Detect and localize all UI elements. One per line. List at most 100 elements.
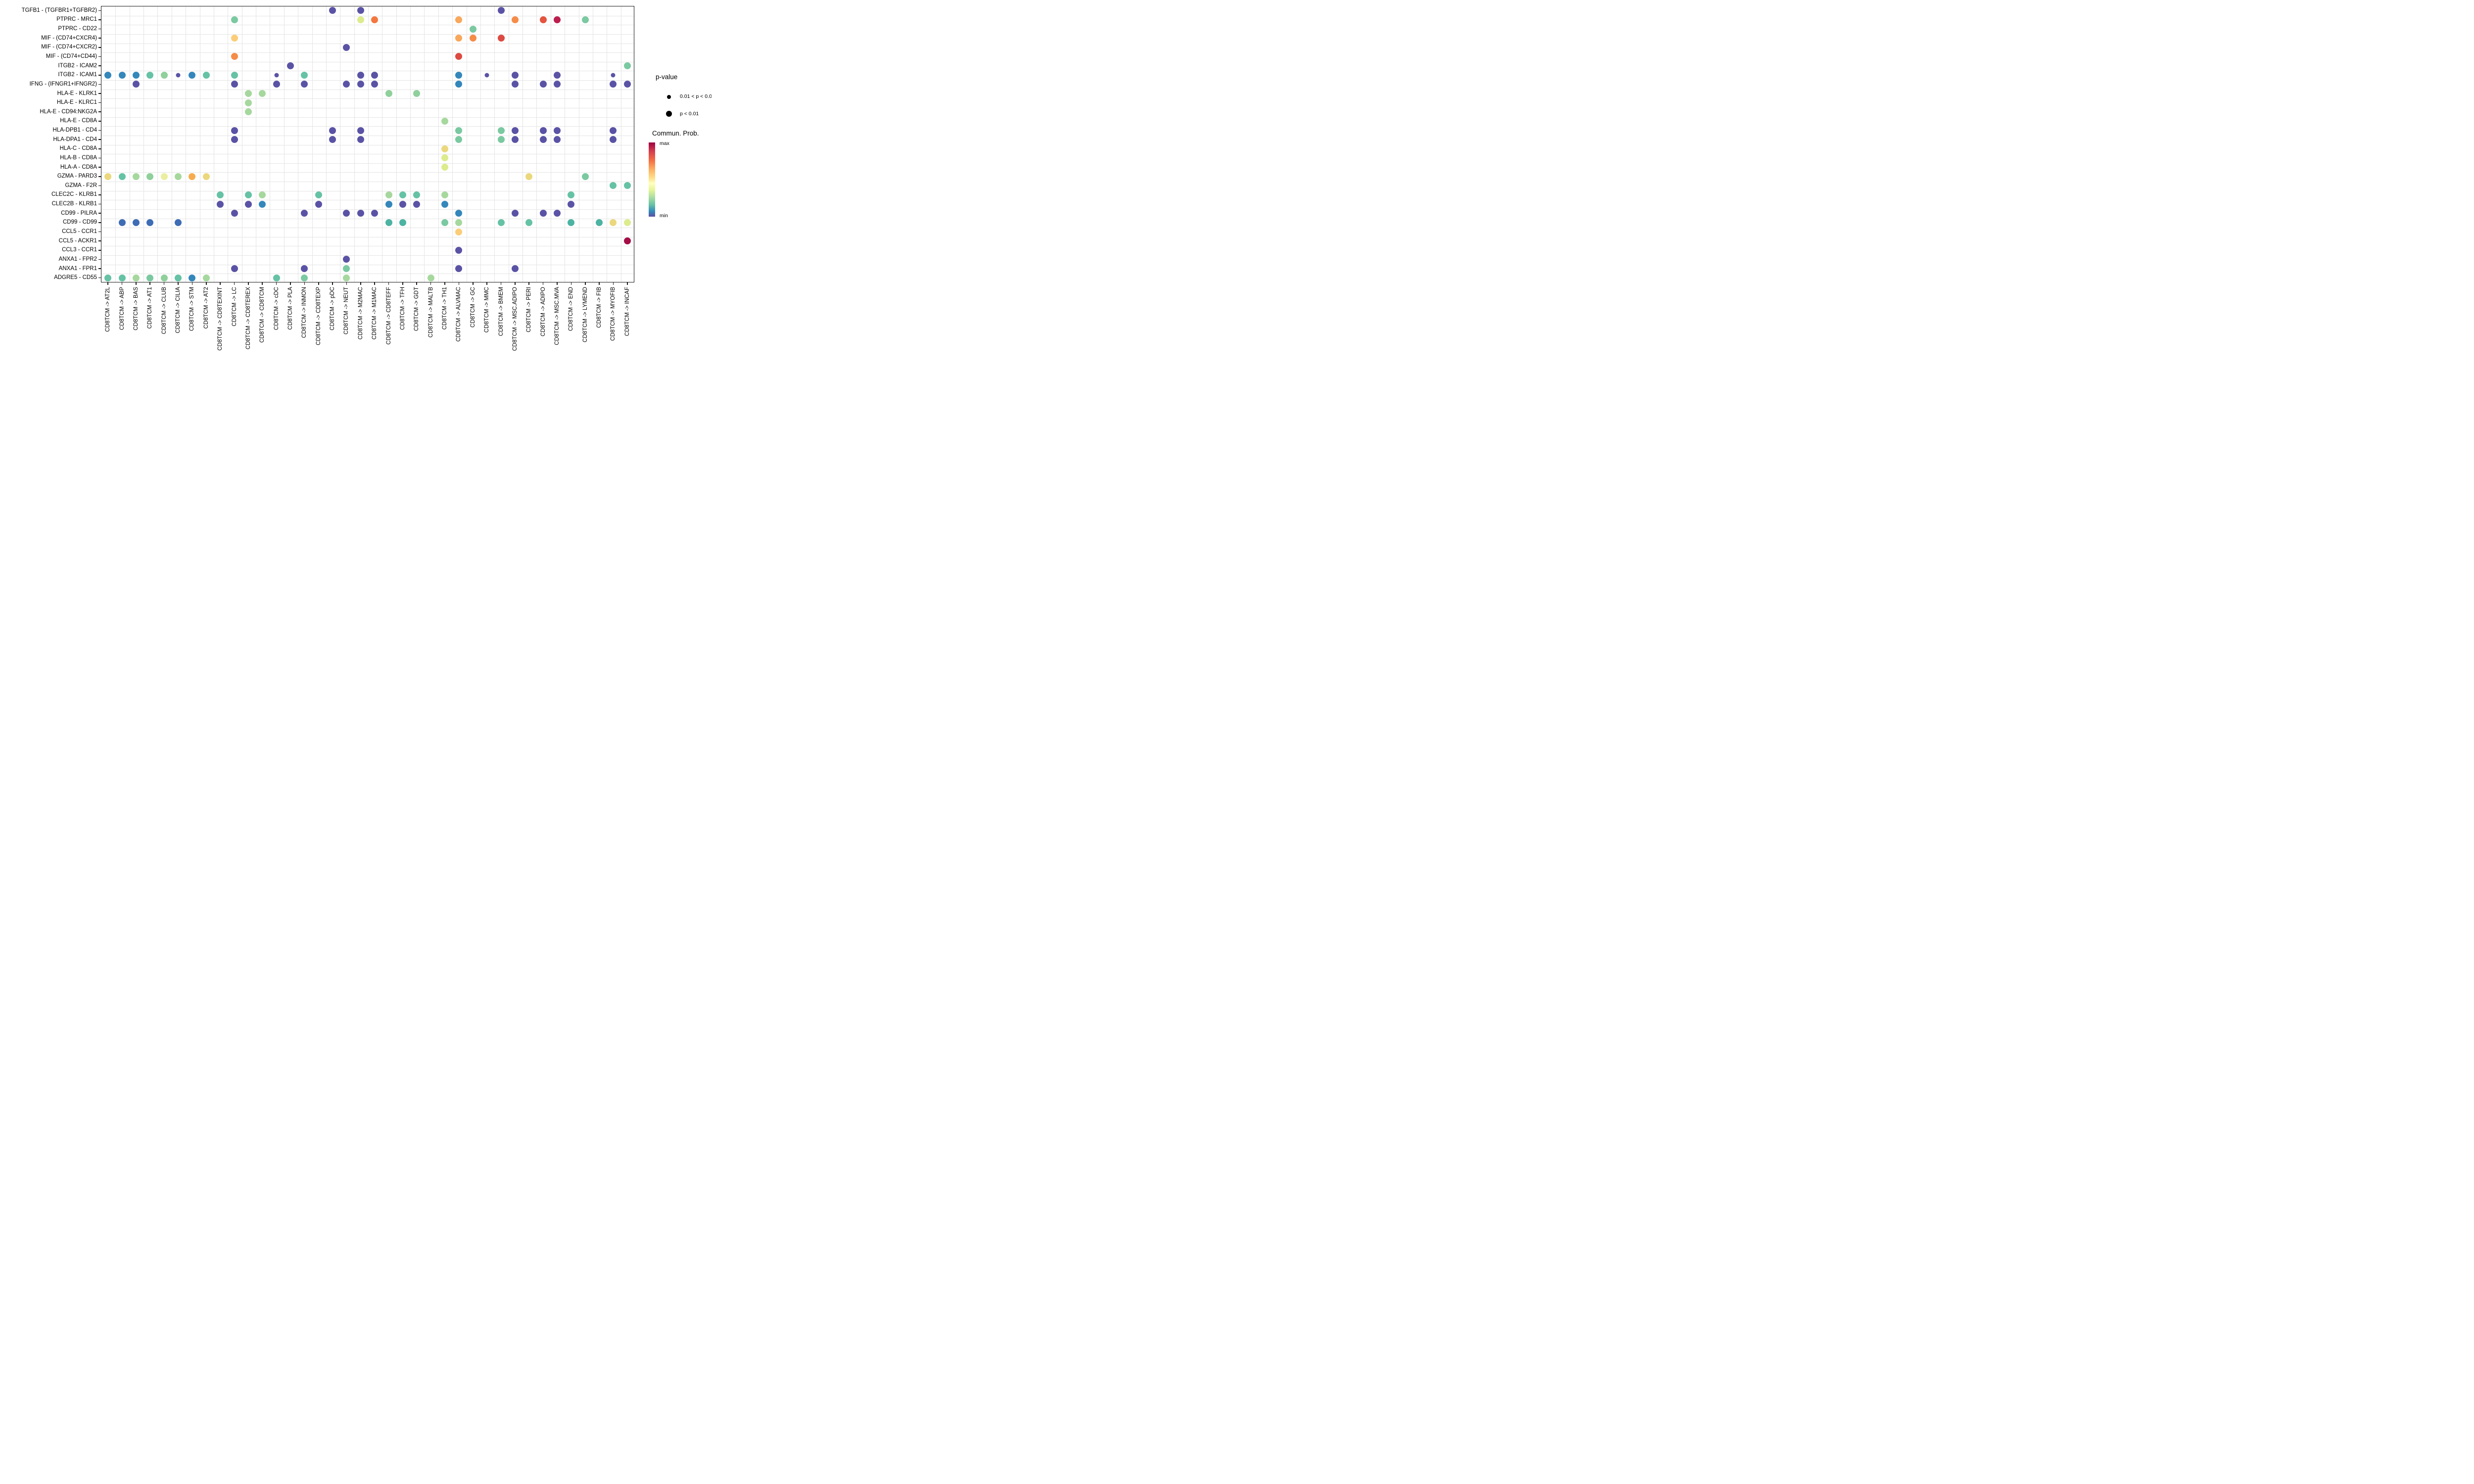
x-tick [360,282,361,285]
gridline-vertical [438,6,439,282]
gridline-vertical [115,6,116,282]
x-tick-label: CD8TCM -> GC [470,287,476,328]
y-tick-label: ADGRE5 - CD55 [54,275,97,281]
dot [441,145,449,152]
gridline-horizontal [101,163,634,164]
dot [539,16,547,23]
x-tick-label: CD8TCM -> ALVMAC [456,287,462,342]
x-tick [107,282,108,285]
dot [441,200,449,208]
y-tick-label: HLA-A - CD8A [60,164,97,170]
y-tick-label: MIF - (CD74+CXCR2) [41,44,97,50]
dot [231,53,238,60]
dot [399,219,406,226]
x-tick-label: CD8TCM -> BAS [133,287,139,330]
dot [231,71,238,79]
y-tick [98,10,101,11]
dot [301,274,308,281]
y-tick-label: HLA-E - CD8A [60,118,97,124]
dot [413,191,421,198]
dot [343,265,350,273]
dot [385,219,392,226]
y-tick-label: ANXA1 - FPR2 [58,256,97,262]
y-tick-label: HLA-E - KLRC1 [56,99,97,106]
dot [202,274,210,281]
dot [259,200,266,208]
gridline-vertical [312,6,313,282]
dot [399,191,406,198]
y-tick-label: ANXA1 - FPR1 [58,265,97,272]
dot [455,81,463,88]
dot [455,210,463,217]
y-tick [98,176,101,177]
dot [469,35,476,42]
x-tick-label: CD8TCM -> ABP [119,287,125,330]
y-tick [98,249,101,251]
dot [568,191,575,198]
dot [202,71,210,79]
y-tick-label: MIF - (CD74+CXCR4) [41,35,97,41]
gridline-vertical [326,6,327,282]
dot [623,182,631,189]
dot [160,71,168,79]
dot [175,173,182,180]
dot [118,71,126,79]
y-tick [98,28,101,30]
dot [539,136,547,143]
dot [455,265,463,273]
dot [484,73,489,78]
x-tick-label: CD8TCM -> AT2 [203,287,209,329]
x-tick [205,282,207,285]
x-tick [388,282,389,285]
x-tick [627,282,628,285]
x-tick-label: CD8TCM -> TH1 [442,287,448,330]
gridline-horizontal [101,209,634,210]
x-tick [149,282,151,285]
dot [357,81,364,88]
y-tick [98,213,101,214]
x-tick-label: CD8TCM -> NEUT [343,287,350,335]
dot [104,173,112,180]
dot [146,173,154,180]
dot [189,173,196,180]
dot [329,7,336,14]
x-tick-label: CD8TCM -> PERI [526,287,532,332]
y-tick [98,93,101,94]
pvalue-legend-title: p-value [656,73,678,81]
gridline-vertical [480,6,481,282]
dot [315,200,322,208]
dot [301,210,308,217]
dot [511,81,519,88]
x-tick-label: CD8TCM -> ADIPO [540,287,546,337]
dot [610,81,617,88]
y-tick-label: CLEC2C - KLRB1 [51,191,97,198]
x-tick-label: CD8TCM -> STM [189,287,195,331]
dot [286,62,294,70]
dot [146,274,154,281]
x-tick-label: CD8TCM -> MSC.ADIPO [512,287,518,351]
y-tick [98,157,101,159]
x-tick [178,282,179,285]
dot [329,127,336,134]
dot [189,274,196,281]
dot [553,16,561,23]
gridline-vertical [354,6,355,282]
dot [511,127,519,134]
y-tick [98,47,101,48]
x-tick [332,282,333,285]
x-tick-label: CD8TCM -> END [568,287,574,331]
x-tick-label: CD8TCM -> CD8TEXP [315,287,322,345]
dot [160,173,168,180]
dot [329,136,336,143]
dot [497,35,505,42]
dot [231,127,238,134]
y-tick [98,240,101,241]
x-tick [402,282,403,285]
x-tick [571,282,572,285]
x-tick [191,282,193,285]
dot [581,173,589,180]
x-tick-label: CD8TCM -> LC [231,287,238,326]
gridline-horizontal [101,255,634,256]
gridline-vertical [424,6,425,282]
dot [497,127,505,134]
